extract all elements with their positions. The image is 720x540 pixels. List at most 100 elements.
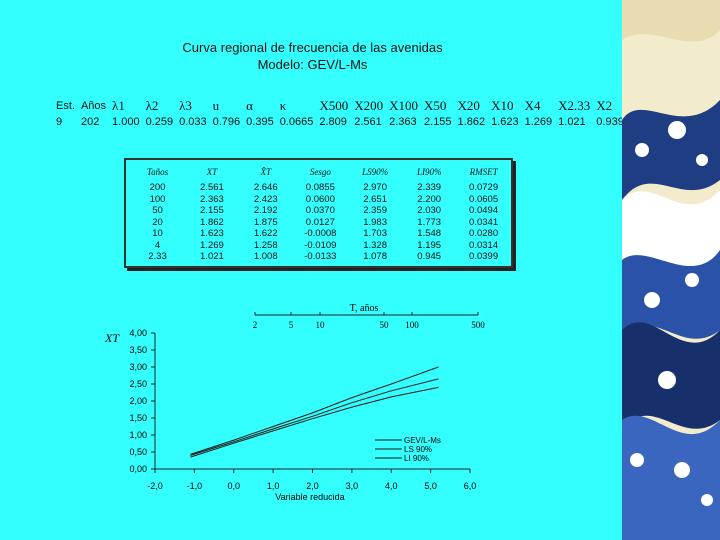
table-cell: 2.423 bbox=[253, 193, 278, 205]
series-line-li-90- bbox=[190, 386, 439, 458]
table-cell: 0.0399 bbox=[469, 251, 499, 262]
param-value-cell: 1.862 bbox=[457, 116, 486, 128]
quantile-header-cell: LS90% bbox=[362, 167, 389, 177]
table-cell: 0.0280 bbox=[469, 228, 499, 239]
table-cell: 1.258 bbox=[253, 239, 278, 251]
table-cell: 10 bbox=[152, 228, 163, 239]
chart-subtitle: Modelo: GEV/L-Ms bbox=[257, 57, 368, 72]
table-row: 50 2.155 2.192 0.0370 2.359 2.030 0.0494 bbox=[130, 205, 511, 217]
param-header-cell: X500 bbox=[319, 98, 349, 113]
param-value-cell: 0.033 bbox=[179, 116, 207, 128]
table-cell: 1.983 bbox=[363, 216, 387, 228]
top-axis-tick-label: 2 bbox=[253, 320, 258, 330]
table-cell: 0.0127 bbox=[305, 216, 335, 228]
y-tick-label: 0,50 bbox=[129, 447, 147, 457]
table-cell: 0.0370 bbox=[305, 205, 335, 216]
legend-label: GEV/L-Ms bbox=[404, 436, 441, 445]
quantile-header-cell: X̂T bbox=[260, 167, 271, 177]
param-header-cell: λ2 bbox=[145, 98, 159, 113]
param-value-cell: 0.939 bbox=[596, 116, 624, 128]
param-header-cell: α bbox=[246, 98, 253, 113]
quantile-header-cell: Sesgo bbox=[309, 167, 331, 177]
param-header-cell: X200 bbox=[354, 98, 384, 113]
param-value-cell: 1.000 bbox=[112, 116, 140, 128]
param-value-cell: 2.155 bbox=[424, 116, 452, 128]
table-cell: 1.021 bbox=[200, 251, 224, 262]
table-cell: 100 bbox=[149, 193, 166, 205]
table-cell: 2.155 bbox=[200, 205, 224, 216]
y-tick-label: 3,00 bbox=[129, 362, 147, 372]
param-header-cell: κ bbox=[279, 98, 287, 113]
y-tick-label: 3,50 bbox=[129, 345, 147, 355]
y-tick-label: 1,00 bbox=[129, 430, 147, 440]
y-tick-label: 0,00 bbox=[129, 464, 147, 474]
table-cell: 0.945 bbox=[417, 251, 442, 262]
param-value-cell: 1.623 bbox=[491, 116, 519, 128]
table-row: 4 1.269 1.258 -0.0109 1.328 1.195 0.0314 bbox=[130, 240, 511, 252]
table-cell: 20 bbox=[152, 216, 163, 228]
param-value-cell: 0.0665 bbox=[279, 116, 314, 128]
table-row: 2.33 1.021 1.008 -0.0133 1.078 0.945 0.0399 bbox=[130, 251, 511, 263]
param-value-cell: 2.363 bbox=[389, 116, 417, 128]
table-cell: 2.561 bbox=[200, 182, 224, 193]
table-cell: 2.646 bbox=[253, 182, 278, 193]
param-header-cell: X10 bbox=[491, 98, 514, 113]
table-row: 100 2.363 2.423 0.0600 2.651 2.200 0.0605 bbox=[130, 194, 511, 206]
param-header-cell: X2 bbox=[596, 98, 613, 113]
frequency-curve-chart: 0,00 0,50 1,00 1,50 2,00 2,50 3,00 3,50 4,00 -2,0… bbox=[104, 303, 485, 502]
param-header-cell: X100 bbox=[389, 98, 419, 113]
y-tick-label: 2,00 bbox=[129, 396, 147, 406]
x-tick-label: 0,0 bbox=[227, 481, 240, 491]
x-tick-label: 5,0 bbox=[424, 481, 437, 491]
param-value-cell: 1.021 bbox=[558, 116, 586, 128]
x-tick-label: 6,0 bbox=[464, 481, 477, 491]
x-tick-label: 2,0 bbox=[306, 481, 319, 491]
parameters-table: Est. Años λ1 λ2 λ3 u α κ X500 X200 X100 X50 X20 X10 X4… bbox=[52, 96, 628, 130]
param-value-cell: 9 bbox=[56, 116, 63, 128]
param-value-cell: 1.269 bbox=[524, 116, 553, 128]
table-cell: 1.548 bbox=[417, 228, 442, 239]
x-tick-label: 4,0 bbox=[385, 481, 398, 491]
param-header-cell: u bbox=[212, 98, 220, 113]
table-cell: 1.773 bbox=[417, 216, 442, 228]
param-header-cell: X50 bbox=[424, 98, 447, 113]
table-row: 10 1.623 1.622 -0.0008 1.703 1.548 0.0280 bbox=[130, 228, 511, 240]
series-line-ls-90- bbox=[190, 366, 439, 455]
param-header-cell: Años bbox=[80, 100, 107, 112]
param-value-cell: 0.395 bbox=[246, 116, 274, 128]
param-header-cell: λ1 bbox=[112, 98, 125, 113]
y-tick-label: 1,50 bbox=[129, 413, 147, 423]
table-cell: 2.970 bbox=[363, 182, 387, 193]
table-cell: -0.0133 bbox=[304, 251, 337, 262]
table-cell: 0.0855 bbox=[305, 182, 335, 193]
quantile-header-row: Taños XT X̂T Sesgo LS90% LI90% RMSET bbox=[130, 162, 511, 182]
top-axis-tick-label: 10 bbox=[316, 320, 326, 330]
table-cell: 1.269 bbox=[200, 239, 224, 251]
table-cell: 1.703 bbox=[363, 228, 387, 239]
table-cell: 4 bbox=[154, 239, 161, 251]
param-header-cell: X2.33 bbox=[558, 98, 591, 113]
table-cell: 0.0341 bbox=[469, 216, 499, 228]
table-cell: 1.195 bbox=[417, 239, 442, 251]
table-cell: -0.0109 bbox=[304, 239, 337, 251]
table-cell: 0.0605 bbox=[469, 193, 499, 205]
top-axis-tick-label: 50 bbox=[380, 320, 390, 330]
param-header-cell: Est. bbox=[56, 100, 75, 112]
param-header-cell: λ3 bbox=[179, 98, 192, 113]
x-tick-label: 3,0 bbox=[346, 481, 359, 491]
param-value-cell: 0.259 bbox=[145, 116, 174, 128]
series-line-gev-l-ms bbox=[190, 378, 439, 456]
table-cell: 1.875 bbox=[253, 216, 278, 228]
legend-label: LI 90% bbox=[404, 454, 429, 463]
param-value-cell: 2.561 bbox=[354, 116, 382, 128]
table-cell: 0.0600 bbox=[305, 193, 335, 205]
parameters-values-row: 9 202 1.000 0.259 0.033 0.796 0.395 0.0665 2.809… bbox=[54, 116, 626, 128]
param-header-cell: X4 bbox=[524, 98, 541, 113]
table-cell: 0.0314 bbox=[469, 239, 499, 251]
table-cell: 2.339 bbox=[417, 182, 442, 193]
table-cell: 2.33 bbox=[148, 251, 167, 262]
table-cell: 1.622 bbox=[253, 228, 278, 239]
table-cell: 1.862 bbox=[200, 216, 224, 228]
table-cell: 2.200 bbox=[417, 193, 442, 205]
